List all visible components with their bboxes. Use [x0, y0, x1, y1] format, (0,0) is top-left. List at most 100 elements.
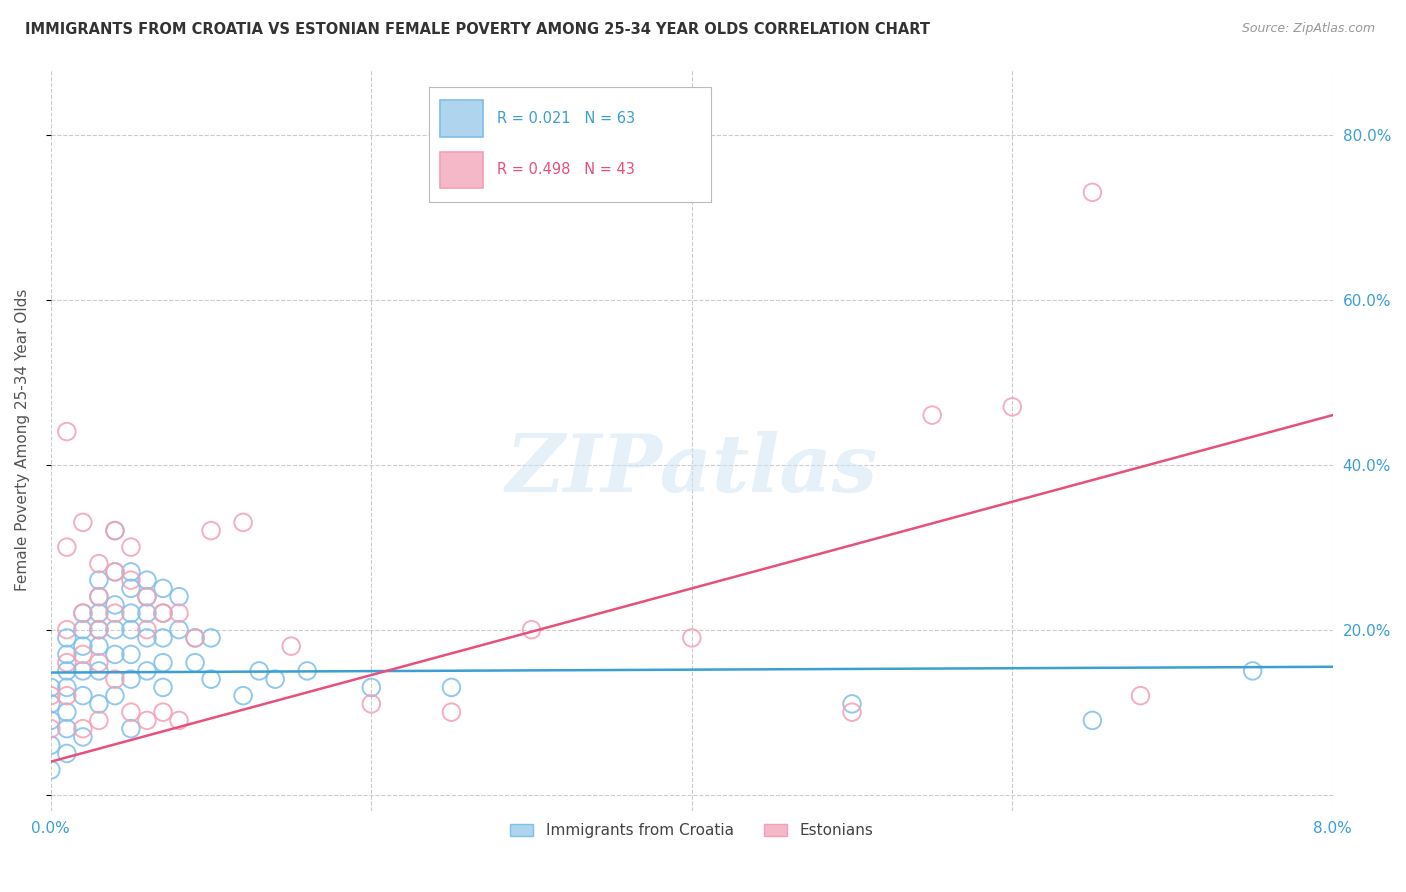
Point — [104, 623, 127, 637]
Point — [72, 606, 94, 620]
Legend: Immigrants from Croatia, Estonians: Immigrants from Croatia, Estonians — [505, 817, 879, 845]
Point — [39, 681, 62, 695]
Point — [120, 722, 142, 736]
Point — [87, 697, 110, 711]
Point — [120, 582, 142, 596]
Point — [136, 590, 159, 604]
Point — [520, 623, 543, 637]
Point — [200, 524, 222, 538]
Point — [1081, 714, 1104, 728]
Point — [72, 730, 94, 744]
Point — [104, 524, 127, 538]
Point — [152, 681, 174, 695]
Point — [39, 738, 62, 752]
Point — [56, 689, 79, 703]
Point — [152, 656, 174, 670]
Point — [247, 664, 270, 678]
Point — [56, 705, 79, 719]
Point — [360, 681, 382, 695]
Y-axis label: Female Poverty Among 25-34 Year Olds: Female Poverty Among 25-34 Year Olds — [15, 289, 30, 591]
Point — [120, 573, 142, 587]
Point — [136, 631, 159, 645]
Point — [72, 639, 94, 653]
Point — [136, 590, 159, 604]
Point — [841, 705, 863, 719]
Point — [264, 672, 287, 686]
Point — [104, 598, 127, 612]
Point — [72, 516, 94, 530]
Point — [136, 606, 159, 620]
Point — [87, 573, 110, 587]
Point — [120, 565, 142, 579]
Point — [681, 631, 703, 645]
Text: Source: ZipAtlas.com: Source: ZipAtlas.com — [1241, 22, 1375, 36]
Text: ZIPatlas: ZIPatlas — [506, 431, 877, 508]
Point — [39, 714, 62, 728]
Point — [440, 705, 463, 719]
Point — [87, 664, 110, 678]
Point — [184, 631, 207, 645]
Point — [56, 656, 79, 670]
Point — [232, 516, 254, 530]
Point — [1241, 664, 1264, 678]
Point — [167, 714, 190, 728]
Point — [280, 639, 302, 653]
Point — [104, 524, 127, 538]
Point — [87, 656, 110, 670]
Point — [72, 648, 94, 662]
Point — [56, 648, 79, 662]
Point — [167, 590, 190, 604]
Point — [184, 631, 207, 645]
Point — [167, 623, 190, 637]
Point — [1001, 400, 1024, 414]
Point — [152, 631, 174, 645]
Point — [232, 689, 254, 703]
Point — [39, 763, 62, 777]
Point — [56, 747, 79, 761]
Point — [136, 664, 159, 678]
Point — [152, 705, 174, 719]
Point — [72, 664, 94, 678]
Point — [72, 606, 94, 620]
Point — [104, 672, 127, 686]
Point — [56, 425, 79, 439]
Point — [72, 722, 94, 736]
Point — [200, 631, 222, 645]
Point — [200, 672, 222, 686]
Point — [841, 697, 863, 711]
Point — [136, 573, 159, 587]
Point — [39, 722, 62, 736]
Point — [120, 540, 142, 554]
Point — [87, 606, 110, 620]
Point — [56, 722, 79, 736]
Point — [120, 648, 142, 662]
Point — [87, 623, 110, 637]
Point — [56, 631, 79, 645]
Point — [104, 648, 127, 662]
Point — [87, 639, 110, 653]
Point — [56, 623, 79, 637]
Point — [921, 408, 943, 422]
Point — [56, 540, 79, 554]
Point — [104, 565, 127, 579]
Point — [56, 681, 79, 695]
Point — [152, 606, 174, 620]
Point — [104, 565, 127, 579]
Point — [104, 689, 127, 703]
Point — [104, 606, 127, 620]
Point — [1129, 689, 1152, 703]
Point — [87, 590, 110, 604]
Point — [152, 606, 174, 620]
Point — [39, 697, 62, 711]
Point — [297, 664, 319, 678]
Point — [120, 623, 142, 637]
Point — [120, 672, 142, 686]
Text: IMMIGRANTS FROM CROATIA VS ESTONIAN FEMALE POVERTY AMONG 25-34 YEAR OLDS CORRELA: IMMIGRANTS FROM CROATIA VS ESTONIAN FEMA… — [25, 22, 931, 37]
Point — [136, 623, 159, 637]
Point — [440, 681, 463, 695]
Point — [184, 656, 207, 670]
Point — [72, 623, 94, 637]
Point — [152, 582, 174, 596]
Point — [87, 590, 110, 604]
Point — [167, 606, 190, 620]
